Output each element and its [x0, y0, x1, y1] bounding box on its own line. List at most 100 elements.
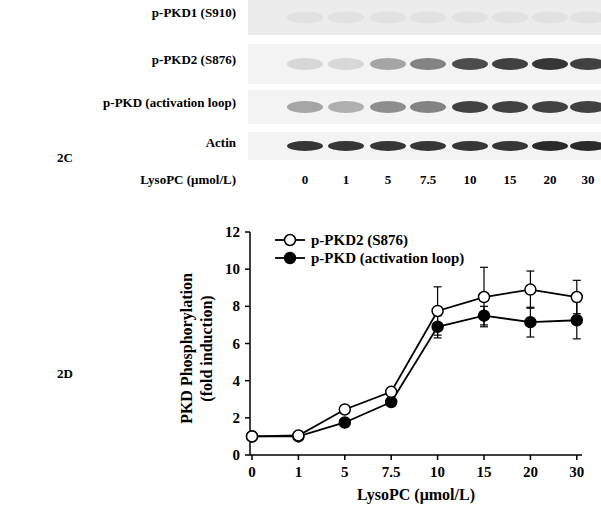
blot-band: [410, 12, 446, 24]
marker: [479, 292, 490, 303]
series-line: [252, 316, 577, 437]
y-tick: [245, 268, 250, 270]
blot-band: [570, 58, 601, 70]
legend-marker: [285, 253, 296, 264]
blot-band: [492, 12, 528, 24]
y-tick-label: 12: [225, 224, 240, 240]
marker: [432, 305, 443, 316]
blot-band: [492, 58, 528, 70]
marker: [247, 431, 258, 442]
blot-strip: [248, 44, 601, 84]
blot-lane-label: 10: [464, 172, 477, 187]
blot-strip: [248, 90, 601, 124]
x-tick: [344, 455, 346, 460]
x-tick: [530, 455, 532, 460]
blot-band: [328, 12, 364, 24]
marker: [571, 315, 582, 326]
x-tick-label: 7.5: [382, 464, 401, 480]
blot-band: [410, 101, 446, 113]
y-tick-label: 2: [233, 410, 241, 426]
error-cap: [573, 313, 581, 314]
series: [247, 267, 583, 442]
y-tick-label: 10: [225, 261, 240, 277]
panel-label: 2C: [57, 150, 73, 165]
y-tick: [245, 231, 250, 233]
y-tick: [245, 343, 250, 345]
figure: p-PKD1 (S910)p-PKD2 (S876)p-PKD (activat…: [0, 0, 601, 508]
blot-band: [532, 12, 568, 24]
blot-lane-label: 15: [504, 172, 518, 187]
error-cap: [480, 326, 488, 327]
legend-label: p-PKD2 (S876): [311, 232, 408, 249]
x-tick-label: 30: [569, 464, 584, 480]
marker: [386, 386, 397, 397]
blot-band: [492, 141, 528, 151]
blot-row-label: p-PKD1 (S910): [152, 5, 236, 20]
panel-label: 2D: [57, 366, 73, 381]
series: [247, 302, 583, 442]
x-tick-label: 0: [248, 464, 256, 480]
blot-band: [287, 12, 323, 24]
blot-lane-title: LysoPC (μmol/L): [140, 172, 236, 187]
x-tick: [251, 455, 253, 460]
error-cap: [434, 337, 442, 338]
blot-band: [570, 141, 601, 151]
blot-row-label: p-PKD2 (S876): [152, 52, 236, 67]
marker: [525, 317, 536, 328]
y-tick: [245, 454, 250, 456]
blot-band: [370, 141, 406, 151]
blot-band: [452, 141, 488, 151]
marker: [571, 292, 582, 303]
y-tick-label: 0: [233, 447, 241, 463]
x-axis: [250, 454, 582, 456]
blot-row-label: p-PKD (activation loop): [103, 95, 236, 110]
error-cap: [434, 286, 442, 287]
x-tick-label: 20: [523, 464, 538, 480]
error-cap: [573, 338, 581, 339]
x-tick: [390, 455, 392, 460]
marker: [293, 431, 304, 442]
blot-band: [532, 58, 568, 70]
marker: [386, 397, 397, 408]
x-tick: [576, 455, 578, 460]
legend-label: p-PKD (activation loop): [311, 250, 464, 267]
blot-band: [410, 58, 446, 70]
y-tick-label: 8: [233, 298, 241, 314]
blot-lane-label: 5: [385, 172, 392, 187]
error-cap: [434, 335, 442, 336]
blot-band: [492, 101, 528, 113]
blot-strip: [248, 132, 601, 160]
x-tick: [437, 455, 439, 460]
marker: [525, 284, 536, 295]
blot-band: [370, 12, 406, 24]
blot-band: [328, 141, 364, 151]
blot-lane-label: 20: [544, 172, 557, 187]
blot-lane-label: 1: [343, 172, 350, 187]
blot-band: [532, 101, 568, 113]
legend-marker: [285, 235, 296, 246]
marker: [339, 404, 350, 415]
blot-band: [570, 101, 601, 113]
y-tick: [245, 417, 250, 419]
series-line: [252, 290, 577, 437]
blot-lane-label: 0: [302, 172, 309, 187]
x-tick: [483, 455, 485, 460]
error-cap: [526, 270, 534, 271]
blot-row-label: Actin: [206, 135, 237, 150]
blot-band: [410, 141, 446, 151]
x-tick-label: 1: [295, 464, 303, 480]
y-axis-label: (fold induction): [198, 295, 216, 401]
blot-band: [452, 101, 488, 113]
blot-band: [452, 12, 488, 24]
blot-strip: [248, 0, 601, 35]
blot-lane-label: 7.5: [420, 172, 437, 187]
blot-band: [328, 101, 364, 113]
blot-band: [287, 101, 323, 113]
error-cap: [526, 308, 534, 309]
blot-band: [370, 58, 406, 70]
x-tick-label: 10: [430, 464, 445, 480]
y-tick: [245, 306, 250, 308]
marker: [247, 431, 258, 442]
blot-band: [328, 58, 364, 70]
blot-band: [287, 58, 323, 70]
